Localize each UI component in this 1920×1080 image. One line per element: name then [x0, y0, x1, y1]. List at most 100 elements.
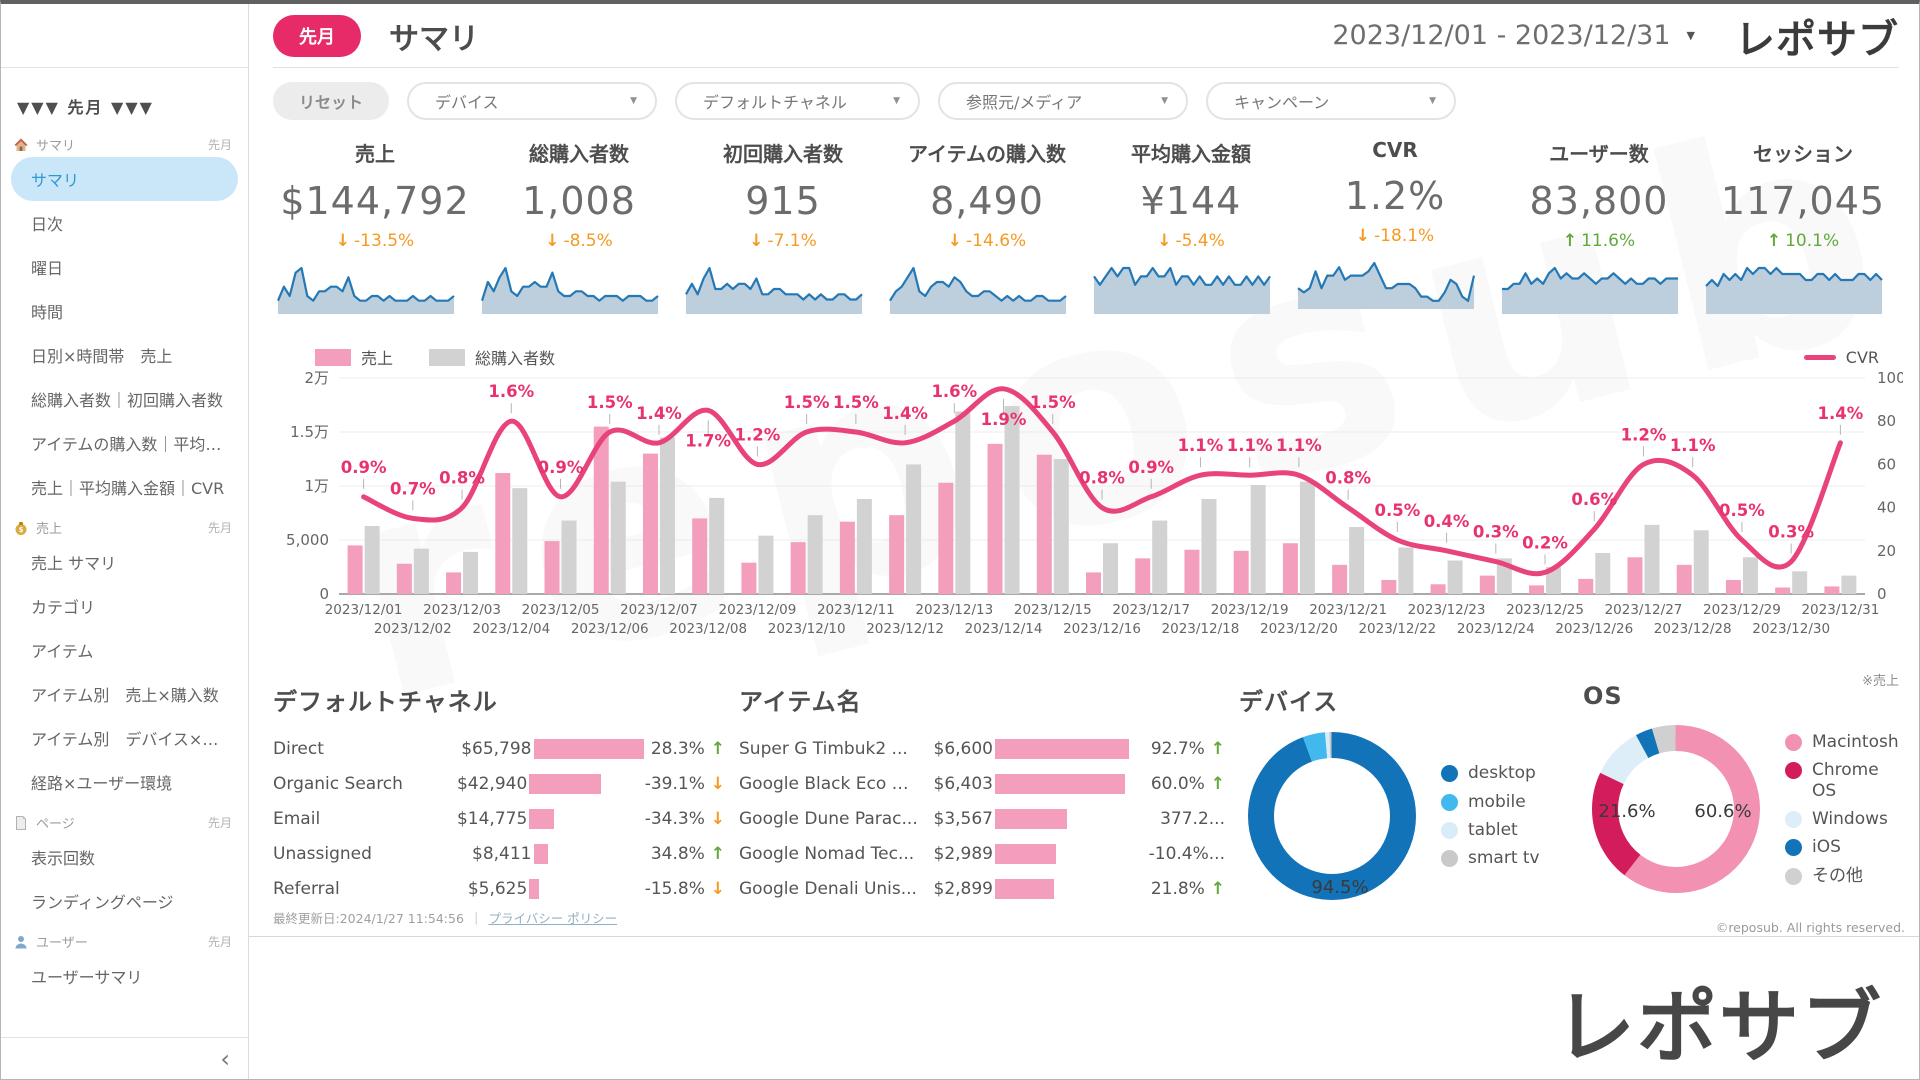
legend-item: desktop — [1441, 763, 1540, 783]
sidebar-item[interactable]: カテゴリ — [31, 598, 96, 617]
sidebar-item[interactable]: 表示回数 — [31, 849, 96, 868]
sidebar-section-header: サマリ 先月 — [1, 126, 248, 157]
row-name: Direct — [273, 738, 324, 759]
svg-text:5,000: 5,000 — [286, 531, 329, 549]
sidebar-item[interactable]: 売上｜平均購入金額｜CVR — [31, 479, 225, 498]
arrow-down-icon: ↓ — [545, 231, 560, 251]
sidebar-collapse-icon[interactable]: ‹ — [220, 1044, 230, 1073]
default-channel-filter-dropdown[interactable]: デフォルトチャネル ▼ — [675, 82, 921, 120]
sidebar-item[interactable]: アイテムの購入数｜平均購... — [31, 435, 237, 454]
os-donut-chart: 21.6% 60.6% — [1583, 716, 1769, 902]
row-bar-track — [995, 773, 1135, 794]
svg-text:2023/12/21: 2023/12/21 — [1309, 602, 1387, 618]
table-row: Unassigned $8,411 34.8% ↑ — [273, 836, 725, 871]
sidebar-period-toggle[interactable]: ▼▼▼ 先月 ▼▼▼ — [17, 98, 154, 117]
date-range-picker[interactable]: 2023/12/01 - 2023/12/31 ▼ — [1332, 20, 1695, 51]
svg-text:2023/12/13: 2023/12/13 — [915, 602, 993, 618]
svg-text:1.5%: 1.5% — [784, 393, 830, 412]
header: 先月 サマリ 2023/12/01 - 2023/12/31 ▼ レポサブ — [273, 4, 1899, 68]
svg-text:$: $ — [19, 526, 24, 534]
row-delta-value: 92.7% — [1150, 738, 1205, 759]
svg-text:1.5%: 1.5% — [1030, 393, 1076, 412]
svg-text:20: 20 — [1877, 542, 1896, 560]
row-name: Super G Timbuk2 ... — [739, 738, 908, 759]
svg-text:80: 80 — [1877, 412, 1896, 430]
chevron-down-icon: ▼ — [1686, 29, 1695, 42]
kpi-label: 売上 — [355, 142, 395, 166]
row-delta-value: 28.3% — [650, 738, 705, 759]
kpi-delta-value: 11.6% — [1581, 231, 1636, 251]
row-delta: 92.7% ↑ — [1135, 739, 1225, 759]
row-delta: -10.4%... — [1135, 844, 1225, 864]
sidebar-item[interactable]: 曜日 — [31, 259, 64, 278]
kpi-label: セッション — [1753, 142, 1853, 166]
footer-separator: ｜ — [469, 911, 483, 926]
row-bar-track — [995, 808, 1135, 829]
combo-chart: 2万 1.5万 1万 5,000 0 100 80 60 40 20 0 2023/12/01 2023… — [273, 370, 1905, 644]
row-bar — [529, 878, 539, 899]
sidebar-item[interactable]: 時間 — [31, 303, 64, 322]
cvr-legend-label: CVR — [1845, 347, 1879, 367]
arrow-up-icon: ↑ — [704, 843, 725, 864]
row-value: $6,600 — [933, 738, 993, 759]
svg-text:94.5%: 94.5% — [1311, 877, 1368, 898]
filter-dropdown-label: デフォルトチャネル — [703, 93, 847, 112]
sidebar-item[interactable]: 経路×ユーザー環境 — [31, 774, 173, 793]
svg-text:1万: 1万 — [304, 477, 329, 495]
legend-item: iOS — [1785, 837, 1905, 857]
kpi-delta-value: -18.1% — [1374, 226, 1435, 246]
kpi-delta: ↓ -13.5% — [277, 231, 473, 251]
sidebar-item[interactable]: アイテム別 売上×購入数 — [31, 686, 219, 705]
svg-text:2023/12/27: 2023/12/27 — [1605, 602, 1683, 618]
sidebar-item[interactable]: 日別×時間帯 売上 — [31, 347, 173, 366]
sidebar-item[interactable]: ユーザーサマリ — [31, 968, 143, 987]
sidebar-item[interactable]: 総購入者数｜初回購入者数 — [31, 391, 224, 410]
row-delta-value: -39.1% — [644, 773, 705, 794]
kpi-value: 117,045 — [1720, 179, 1886, 223]
sidebar-item[interactable]: 売上 サマリ — [31, 554, 117, 573]
source-media-filter-dropdown[interactable]: 参照元/メディア ▼ — [938, 82, 1189, 120]
chevron-down-icon: ▼ — [1161, 96, 1169, 106]
svg-text:2023/12/10: 2023/12/10 — [768, 621, 846, 637]
kpi-sparkline — [277, 266, 455, 314]
row-value: $6,403 — [933, 773, 993, 794]
device-filter-dropdown[interactable]: デバイス ▼ — [407, 82, 658, 120]
row-delta: 28.3% ↑ — [651, 739, 725, 759]
kpi-label: 初回購入者数 — [723, 142, 843, 166]
kpi-sparkline — [1502, 266, 1678, 314]
svg-text:2023/12/09: 2023/12/09 — [719, 602, 797, 618]
sidebar-item[interactable]: 日次 — [31, 215, 64, 234]
arrow-down-icon: ↓ — [1157, 231, 1172, 251]
svg-text:60.6%: 60.6% — [1694, 801, 1751, 822]
svg-text:0.7%: 0.7% — [390, 479, 436, 498]
kpi-card-5: CVR 1.2% ↓ -18.1% — [1293, 138, 1497, 315]
sidebar-section-label: ページ — [36, 817, 75, 832]
sidebar-item[interactable]: アイテム別 デバイス×OS×... — [31, 730, 238, 749]
reset-button[interactable]: リセット — [273, 82, 390, 120]
svg-text:1.4%: 1.4% — [882, 404, 928, 423]
os-legend: Macintosh Chrome OS Windows iOS その他 — [1785, 724, 1905, 894]
kpi-sparkline — [1093, 266, 1271, 314]
sidebar-section-period: 先月 — [207, 816, 232, 830]
svg-text:2023/12/05: 2023/12/05 — [522, 602, 600, 618]
row-name: Google Nomad Tec... — [739, 843, 915, 864]
privacy-policy-link[interactable]: プライバシー ポリシー — [488, 911, 618, 926]
svg-text:2023/12/22: 2023/12/22 — [1358, 621, 1436, 637]
legend-dot — [1785, 762, 1802, 780]
period-badge: 先月 — [273, 14, 361, 57]
sidebar-item[interactable]: ランディングページ — [31, 893, 174, 912]
campaign-filter-dropdown[interactable]: キャンペーン ▼ — [1206, 82, 1457, 120]
sidebar-item[interactable]: アイテム — [31, 642, 94, 661]
svg-text:2023/12/14: 2023/12/14 — [965, 621, 1043, 637]
kpi-sparkline — [1297, 261, 1475, 309]
row-value: $5,625 — [467, 878, 528, 899]
sidebar-item[interactable]: サマリ — [11, 157, 238, 201]
svg-text:2023/12/12: 2023/12/12 — [866, 621, 944, 637]
kpi-delta-value: -13.5% — [354, 231, 415, 251]
svg-text:40: 40 — [1877, 499, 1896, 517]
row-bar-track — [529, 773, 644, 794]
channels-title: デフォルトチャネル — [273, 688, 498, 716]
kpi-value: 83,800 — [1529, 179, 1669, 223]
arrow-down-icon: ↓ — [704, 773, 726, 794]
legend-dot — [1785, 867, 1802, 885]
